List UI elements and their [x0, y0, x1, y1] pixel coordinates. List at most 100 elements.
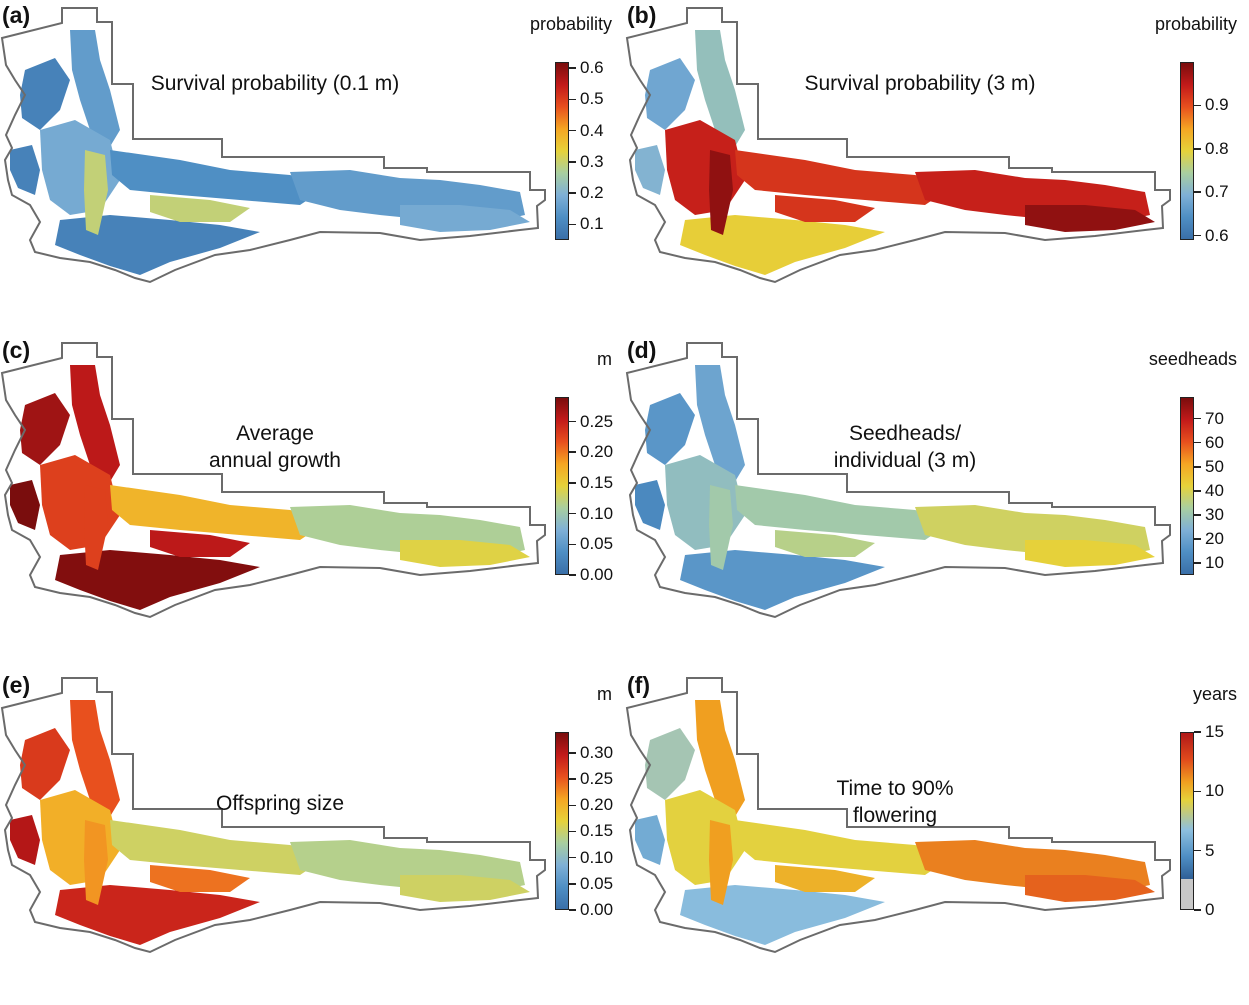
panel-letter: (c) — [2, 337, 31, 363]
habitat-region — [10, 145, 40, 195]
colorbar-tick-label: 10 — [1205, 781, 1224, 801]
habitat-region — [635, 480, 665, 530]
colorbar-tick-mark — [1194, 441, 1201, 444]
panel-title: Time to 90% flowering — [745, 775, 1045, 830]
habitat-region — [150, 195, 250, 222]
colorbar-tick-label: 0.6 — [1205, 225, 1229, 245]
colorbar-tick-label: 0.6 — [580, 58, 604, 78]
colorbar-tick-mark — [569, 223, 576, 226]
colorbar-tick-mark — [1194, 538, 1201, 540]
colorbar-tick-label: 60 — [1205, 432, 1224, 452]
colorbar-tick-label: 0.9 — [1205, 95, 1229, 115]
habitat-region — [150, 865, 250, 892]
colorbar — [555, 732, 569, 910]
colorbar-tick-label: 0 — [1205, 900, 1215, 919]
colorbar-tick-label: 40 — [1205, 480, 1224, 500]
colorbar-tick-label: 0.05 — [580, 873, 614, 893]
panel-title-line: Offspring size — [216, 792, 344, 815]
colorbar-tick-mark — [1194, 234, 1201, 237]
colorbar-tick-mark — [1194, 790, 1201, 793]
habitat-region — [645, 393, 695, 465]
habitat-region — [1025, 205, 1155, 232]
colorbar — [555, 62, 569, 240]
panel-letter: (f) — [627, 672, 650, 698]
province-outline — [0, 342, 546, 619]
colorbar-unit-label: years — [1192, 684, 1237, 704]
colorbar — [1180, 62, 1194, 240]
province-outline — [625, 677, 1171, 954]
map-panel-e: (e) Offspring size m 0.00 0.05 0.10 0.15 0.20 0.… — [0, 670, 624, 1005]
colorbar-tick-mark — [569, 909, 576, 911]
map-panel-a: (a) Survival probability (0.1 m) probabili… — [0, 0, 624, 335]
colorbar-tick-label: 50 — [1205, 456, 1224, 476]
panel-title: Survival probability (0.1 m) — [125, 70, 425, 97]
habitat-region — [735, 820, 955, 875]
habitat-region — [635, 815, 665, 865]
habitat-region — [70, 30, 120, 150]
colorbar-tick-label: 10 — [1205, 552, 1224, 572]
panel-title-line: Time to 90% — [836, 777, 954, 800]
colorbar-tick-mark — [1194, 104, 1201, 107]
map-f — [625, 677, 1171, 954]
colorbar-tick-mark — [569, 543, 576, 546]
colorbar-tick-mark — [569, 420, 576, 423]
colorbar-unit-label: probability — [1154, 14, 1237, 34]
colorbar-tick-mark — [569, 830, 576, 833]
colorbar-tick-label: 0.10 — [580, 847, 614, 867]
province-outline — [625, 342, 1171, 619]
panel-title-line: individual (3 m) — [833, 449, 977, 473]
map-d — [625, 342, 1171, 619]
colorbar-tick-label: 0.00 — [580, 565, 614, 584]
map-panel-b: (b) Survival probability (3 m) probability… — [625, 0, 1249, 335]
colorbar-tick-mark — [1194, 731, 1201, 733]
habitat-region — [680, 215, 885, 275]
colorbar-tick-label: 0.05 — [580, 534, 614, 554]
province-outline — [0, 7, 546, 284]
colorbar-tick-label: 5 — [1205, 840, 1215, 860]
panel-title-line: Survival probability (0.1 m) — [150, 72, 400, 95]
habitat-region — [20, 393, 70, 465]
habitat-region — [70, 700, 120, 820]
habitat-region — [709, 485, 733, 570]
colorbar-tick-label: 0.8 — [1205, 138, 1229, 158]
colorbar-tick-mark — [569, 482, 576, 484]
habitat-region — [70, 365, 120, 485]
map-panel-f: (f) Time to 90% flowering years 0 5 10 15 — [625, 670, 1249, 1005]
colorbar-tick-mark — [569, 98, 576, 101]
colorbar-tick-mark — [569, 752, 576, 754]
map-panel-d: (d) Seedheads/individual (3 m) seedheads 10… — [625, 335, 1249, 670]
colorbar-tick-mark — [1194, 514, 1201, 516]
habitat-region — [695, 700, 745, 820]
panel-title-line: Average — [236, 422, 314, 445]
habitat-region — [1025, 875, 1155, 902]
colorbar-tick-label: 0.3 — [580, 151, 604, 171]
habitat-region — [775, 195, 875, 222]
panel-letter: (a) — [2, 2, 31, 28]
map-panel-c: (c) Average annual growth m 0.00 0.05 0.10 0.15… — [0, 335, 624, 670]
habitat-region — [400, 205, 530, 232]
map-a — [0, 7, 546, 284]
colorbar-tick-mark — [1194, 466, 1201, 468]
habitat-region — [55, 215, 260, 275]
colorbar-tick-label: 0.5 — [580, 89, 604, 109]
habitat-region — [735, 485, 955, 540]
habitat-region — [55, 885, 260, 945]
colorbar-tick-mark — [1194, 148, 1201, 150]
colorbar-unit-label: seedheads — [1148, 349, 1237, 369]
habitat-region — [110, 820, 330, 875]
habitat-region — [110, 150, 330, 205]
habitat-region — [635, 145, 665, 195]
panel-letter: (e) — [2, 672, 31, 698]
colorbar — [1180, 732, 1194, 910]
panel-title: Average annual growth — [125, 420, 425, 475]
colorbar-unit-label: m — [597, 684, 612, 704]
panel-title-line: annual growth — [209, 449, 341, 473]
colorbar-tick-label: 0.20 — [580, 442, 614, 462]
colorbar-tick-mark — [569, 67, 576, 69]
colorbar-tick-label: 0.15 — [580, 821, 614, 841]
habitat-region — [20, 728, 70, 800]
colorbar-tick-mark — [569, 804, 576, 807]
habitat-region — [695, 365, 745, 485]
colorbar-tick-label: 0.15 — [580, 472, 614, 492]
habitat-region — [775, 530, 875, 557]
